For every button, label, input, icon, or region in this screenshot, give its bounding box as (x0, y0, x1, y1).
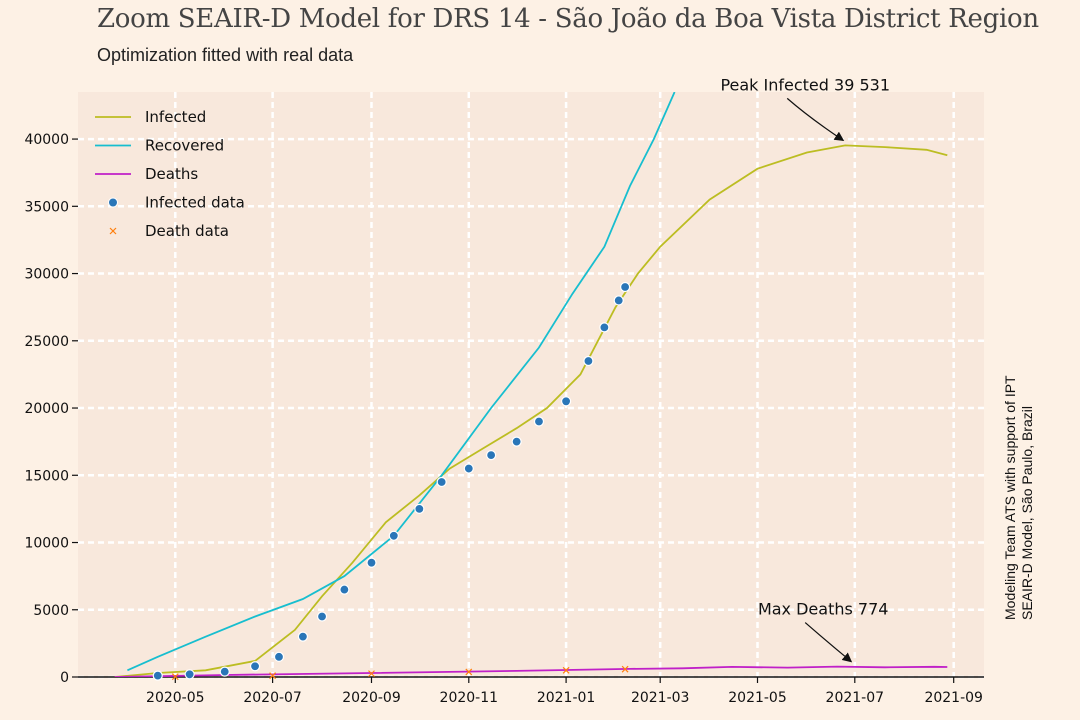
y-tick-label: 10000 (24, 536, 69, 552)
infected-data-point (613, 295, 624, 306)
series-line-recovered (127, 92, 676, 672)
series-line-deaths (114, 665, 948, 677)
death-data-point (621, 665, 629, 673)
plot-area (78, 92, 984, 677)
death-data-point (562, 666, 570, 674)
x-tick-label: 2021-03 (631, 690, 690, 706)
infected-data-point (560, 396, 572, 407)
infected-data-point (388, 530, 399, 541)
infected-data-point (414, 503, 425, 514)
x-tick-label: 2021-05 (728, 690, 787, 706)
legend-label: Deaths (145, 165, 198, 183)
y-tick-label: 35000 (24, 199, 69, 215)
x-tick-label: 2021-07 (826, 690, 885, 706)
y-tick-label: 20000 (24, 401, 69, 417)
annotation-arrow (786, 97, 845, 142)
legend-label: Infected data (145, 194, 245, 212)
y-tick-label: 0 (60, 670, 69, 686)
x-tick-label: 2021-09 (924, 690, 983, 706)
infected-data-point (366, 557, 377, 568)
infected-data-point (486, 450, 497, 461)
x-tick-label: 2021-01 (537, 690, 596, 706)
x-tick-label: 2020-05 (146, 690, 205, 706)
annotation-arrow (804, 622, 853, 663)
death-data-point (171, 673, 179, 681)
chart-subtitle: Optimization fitted with real data (97, 45, 354, 65)
x-tick-label: 2020-07 (243, 690, 302, 706)
infected-data-point (339, 584, 350, 595)
infected-data-point (599, 322, 610, 333)
infected-data-point (297, 631, 309, 642)
legend-label: Infected (145, 108, 206, 126)
death-data-point (269, 672, 277, 680)
legend-item-death-data: Death data (109, 222, 229, 240)
grid-lines (78, 92, 984, 679)
infected-data-point (463, 463, 474, 474)
series-line-infected (114, 144, 948, 677)
infected-data-point (511, 436, 522, 447)
legend: Infected Recovered Deaths Infected data Deat… (95, 108, 245, 240)
legend-item-recovered: Recovered (95, 137, 224, 155)
axes: 2020-05 2020-07 2020-09 2020-11 2021-01 2021-… (24, 132, 984, 706)
series-lines (114, 92, 948, 677)
infected-data-point (316, 611, 328, 622)
annotation-label: Max Deaths 774 (758, 600, 889, 619)
infected-data-point (273, 651, 285, 662)
legend-item-deaths: Deaths (95, 165, 198, 183)
infected-data-point (533, 416, 545, 427)
x-tick-label: 2020-09 (342, 690, 401, 706)
chart-title: Zoom SEAIR-D Model for DRS 14 - São João… (97, 4, 1039, 34)
legend-label: Death data (145, 222, 229, 240)
y-tick-label: 40000 (24, 132, 69, 148)
infected-data-point (620, 281, 631, 293)
infected-data-point (436, 476, 447, 488)
y-tick-label: 5000 (33, 603, 69, 619)
y-tick-label: 30000 (24, 267, 69, 283)
x-tick-label: 2020-11 (440, 690, 499, 706)
annotation-label: Peak Infected 39 531 (720, 75, 890, 94)
legend-item-infected: Infected (95, 108, 206, 126)
legend-item-infected-data: Infected data (108, 194, 245, 212)
scatter-points (152, 281, 631, 681)
infected-data-point (184, 669, 195, 680)
infected-data-point (583, 355, 594, 367)
annotations: Peak Infected 39 531 Max Deaths 774 (720, 75, 890, 663)
death-data-point (368, 670, 375, 678)
death-data-point (465, 668, 473, 676)
infected-data-point (249, 661, 261, 672)
infected-data-point (219, 666, 230, 677)
y-tick-label: 25000 (24, 334, 69, 350)
infected-data-point (152, 670, 163, 681)
y-tick-label: 15000 (24, 468, 69, 484)
legend-label: Recovered (145, 137, 224, 155)
